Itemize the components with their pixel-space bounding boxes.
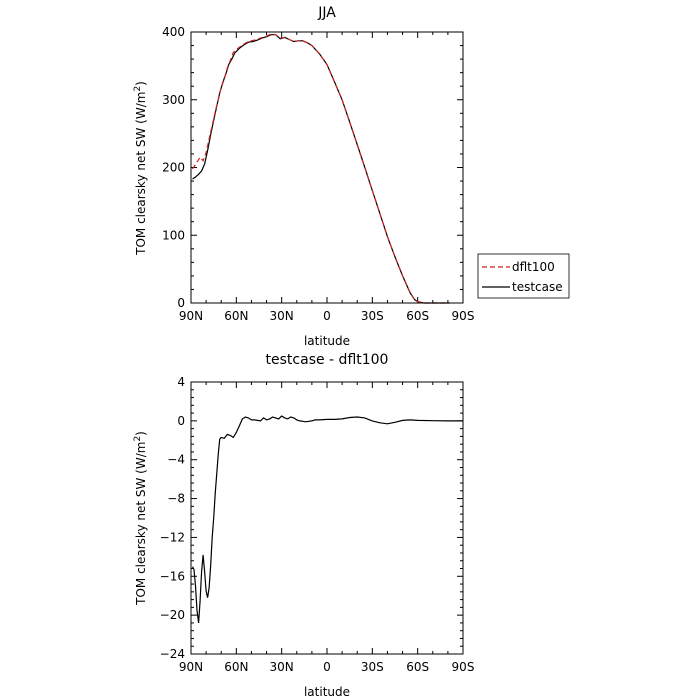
top-y-tick-label: 200: [162, 161, 185, 175]
top-panel: JJA 90N 60N 30N 0 30S 60S 90S 0 100 200 300 400 lat…: [133, 5, 570, 348]
bottom-y-tick-label: −20: [160, 608, 185, 622]
top-y-axis-label-end: ): [134, 81, 148, 86]
top-chart-title: JJA: [317, 5, 336, 21]
series-line-testcase: [192, 34, 450, 304]
bottom-panel: testcase - dflt100 90N 60N 30N 0 30S 60S 90S −2…: [133, 352, 474, 699]
bottom-y-axis-label-end: ): [134, 431, 148, 436]
bottom-y-tick-label: 4: [177, 375, 185, 389]
top-series-lines: [191, 33, 450, 304]
bottom-x-tick-label: 30S: [361, 660, 384, 674]
top-x-tick-label: 60N: [224, 309, 248, 323]
bottom-x-tick-label: 30N: [270, 660, 294, 674]
series-line-dflt100: [191, 33, 450, 304]
bottom-x-tick-label: 90N: [179, 660, 203, 674]
legend-testcase-label: testcase: [512, 280, 563, 294]
top-y-tick-label: 400: [162, 25, 185, 39]
bottom-y-axis-label-main: TOM clearsky net SW (W/m: [134, 442, 148, 606]
bottom-y-tick-label: −4: [167, 453, 185, 467]
top-y-axis-label-main: TOM clearsky net SW (W/m: [134, 92, 148, 256]
legend: dflt100 testcase: [477, 253, 570, 299]
bottom-y-tick-label: 0: [177, 414, 185, 428]
top-y-tick-label: 300: [162, 93, 185, 107]
top-x-axis-label: latitude: [304, 334, 350, 348]
top-axis-ticks: [190, 31, 464, 304]
top-x-tick-label: 30N: [270, 309, 294, 323]
top-y-axis-label: TOM clearsky net SW (W/m2): [133, 81, 148, 256]
top-x-tick-label: 90N: [179, 309, 203, 323]
top-y-axis-label-sup: 2: [133, 86, 143, 92]
top-x-tick-label: 60S: [406, 309, 429, 323]
legend-box: [477, 253, 570, 299]
bottom-y-axis-label: TOM clearsky net SW (W/m2): [133, 431, 148, 606]
bottom-x-tick-label: 60S: [406, 660, 429, 674]
bottom-series-lines: [191, 415, 463, 623]
series-line-difference: [191, 415, 463, 623]
top-y-tick-label: 0: [177, 296, 185, 310]
bottom-x-tick-label: 0: [323, 660, 331, 674]
top-plot-frame: [190, 31, 464, 304]
bottom-x-tick-label: 90S: [452, 660, 475, 674]
top-y-tick-label: 100: [162, 228, 185, 242]
bottom-y-tick-label: −24: [160, 647, 185, 661]
bottom-chart-title: testcase - dflt100: [266, 352, 389, 368]
bottom-axis-ticks: [190, 381, 464, 655]
bottom-tick-labels: 90N 60N 30N 0 30S 60S 90S −24 −20 −16 −12 −8 −4 0 4: [160, 375, 475, 674]
top-x-tick-label: 0: [323, 309, 331, 323]
bottom-x-tick-label: 60N: [224, 660, 248, 674]
bottom-y-tick-label: −12: [160, 530, 185, 544]
legend-dflt100-label: dflt100: [512, 260, 555, 274]
bottom-y-tick-label: −8: [167, 492, 185, 506]
top-x-tick-label: 30S: [361, 309, 384, 323]
top-x-tick-label: 90S: [452, 309, 475, 323]
bottom-y-tick-label: −16: [160, 569, 185, 583]
bottom-x-axis-label: latitude: [304, 685, 350, 699]
top-tick-labels: 90N 60N 30N 0 30S 60S 90S 0 100 200 300 400: [162, 25, 474, 323]
bottom-plot-frame: [190, 381, 464, 655]
bottom-y-axis-label-sup: 2: [133, 436, 143, 442]
